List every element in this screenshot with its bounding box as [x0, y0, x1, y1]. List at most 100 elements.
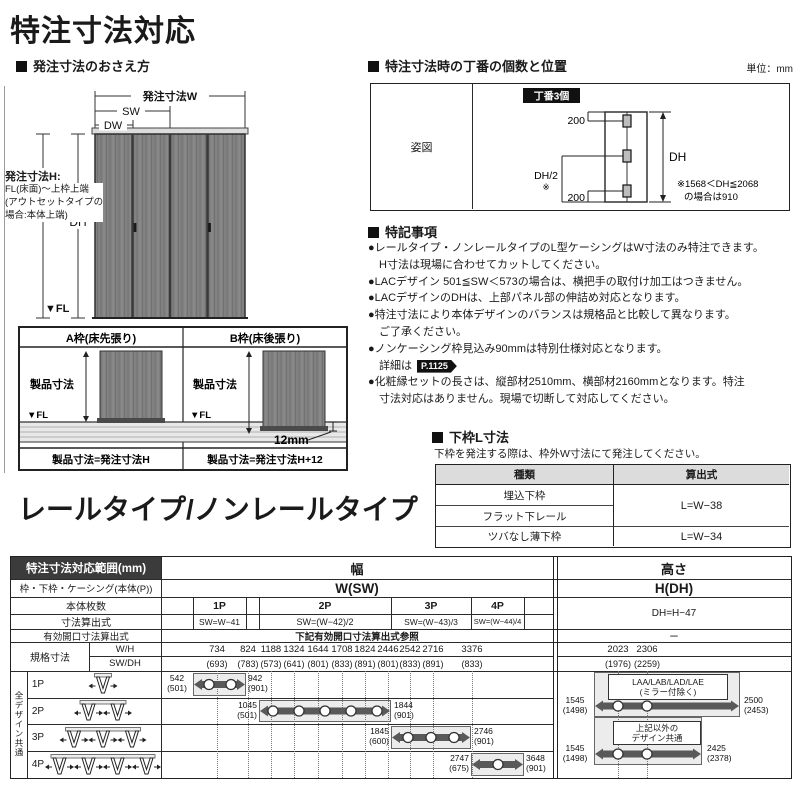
note-line: ●化粧縁セットの長さは、縦部材2510mm、横部材2160mmとなります。特注 [368, 376, 745, 389]
order-section-heading-text: 発注寸法のおさえ方 [33, 59, 151, 74]
wh-value: 1324 [283, 643, 305, 655]
bar-min-paren: (600) [369, 735, 389, 746]
note-line: ●ノンケーシング枠見込み90mmは特別仕様対応となります。 [368, 342, 668, 355]
design-box-line1: 上記以外の [635, 723, 679, 733]
bar-max-label: 1844 (901) [394, 700, 430, 720]
hinge-figure-table: 姿図 丁番3個 [370, 83, 790, 211]
bar-min: 2747 [450, 753, 469, 763]
swdh-value: (801) [307, 658, 329, 669]
frame-a-title: A枠(床先張り) [66, 331, 137, 345]
wh-value: 1824 [354, 643, 376, 655]
hbar-min: 1545 [565, 743, 585, 753]
hinge-diagram: 丁番3個 [523, 88, 758, 204]
wh-value: 3376 [461, 643, 483, 655]
range-bar-3p [392, 731, 470, 744]
swdh-value: (573) [260, 658, 282, 669]
fold-diagram-4p [45, 754, 161, 775]
frame-b-panel [262, 350, 326, 431]
spec-swdh-label: SW/DH [109, 658, 141, 669]
swdh-value: (833) [399, 658, 421, 669]
hinge-section-heading: 特注寸法時の丁番の個数と位置 [368, 56, 567, 75]
spec-height-sub: H(DH) [654, 580, 694, 596]
spec-panel-1p: 1P [213, 599, 226, 612]
bar-min-label: 1845 (600) [355, 726, 389, 746]
spec-std-label: 規格寸法 [30, 653, 70, 664]
unit-label: 単位：mm [746, 64, 793, 75]
bar-max: 1844 [394, 700, 413, 710]
spec-width-sub: W(SW) [335, 580, 379, 596]
hbar-max-paren: (2378) [707, 752, 732, 763]
spec-open-height: ー [669, 631, 679, 643]
section-marker-icon [368, 61, 379, 72]
note-line: H寸法は現場に合わせてカットしてください。 [379, 258, 607, 271]
page-ref-badge[interactable]: P.1125 [417, 360, 457, 373]
page-title: 特注寸法対応 [10, 15, 196, 48]
spec-panel-4p: 4P [491, 599, 504, 612]
height-design-box-a: LAA/LAB/LAD/LAE (ミラー付除く) [608, 674, 728, 700]
door-handle [133, 223, 137, 232]
spec-width-header: 幅 [350, 561, 364, 577]
swdh-value: (891) [422, 658, 444, 669]
door-dimension-figure: 発注寸法W SW DW DH ▼FL [36, 89, 249, 319]
note-line: ●特注寸法により本体デザインのバランスは規格品と比較して異なります。 [368, 309, 736, 322]
frame-a-product-dim: 製品寸法 [29, 377, 74, 391]
hbar-max-label: 2500 (2453) [744, 695, 786, 715]
hinge-figure-label: 姿図 [410, 141, 433, 154]
spec-height-header: 高さ [660, 561, 687, 577]
swdh-value: (641) [283, 658, 305, 669]
order-h-note-3: 場合:本体上端) [5, 210, 68, 221]
fold-diagram-2p [74, 700, 132, 721]
row-label-4p: 4P [31, 759, 45, 770]
door-handle [208, 223, 211, 232]
bar-min-paren: (501) [167, 682, 187, 693]
hinge-count-badge-text: 丁番3個 [534, 90, 570, 103]
hinge-heading-text: 特注寸法時の丁番の個数と位置 [385, 59, 568, 74]
hinge-count-badge [523, 88, 580, 103]
note-line: ●LACデザイン 501≦SW＜573の場合は、横把手の取付け加工はつきません。 [368, 275, 749, 288]
design-box-line2: (ミラー付除く) [639, 687, 697, 697]
spec-formula-1p: SW=W−41 [198, 616, 241, 627]
design-box-line1: LAA/LAB/LAD/LAE [632, 677, 704, 687]
order-h-note-2: (アウトセットタイプの [5, 197, 104, 208]
frame-gap-label: 12mm [274, 433, 309, 447]
hinge-note-2: の場合は910 [684, 191, 738, 203]
frame-b-fl: ▼FL [190, 410, 211, 421]
sill-heading-text: 下枠L寸法 [449, 430, 509, 445]
fl-marker: ▼FL [45, 303, 70, 315]
bar-min-label: 542 (501) [161, 673, 193, 693]
section-marker-icon [368, 227, 379, 238]
row-label-2p: 2P [31, 705, 45, 717]
hbar-min-paren: (1498) [562, 704, 588, 715]
range-bar-4p [472, 758, 523, 771]
bar-max-paren: (901) [474, 735, 494, 746]
hinge-dim-half-note: ※ [542, 182, 549, 192]
spec-common-label: 全デザイン共通 [14, 691, 24, 758]
spec-formula-3p: SW=(W−43)/3 [404, 616, 458, 627]
wh-value: 1708 [331, 643, 353, 655]
note-line-with-badge: 詳細は P.1125 [368, 358, 798, 375]
spec-formula-4p: SW=(W−44)/4 [473, 617, 522, 626]
hinge-icon [622, 149, 632, 163]
dim-dw-label: DW [104, 120, 123, 132]
sill-table: 種類 算出式 埋込下枠 フラット下レール ツバなし薄下枠 L=W−38 L=W−… [435, 464, 791, 548]
wh-value: 1188 [260, 643, 282, 655]
frame-b-formula: 製品寸法=発注寸法H+12 [206, 453, 323, 466]
fold-diagram-3p [59, 727, 147, 748]
frame-a-panel [99, 350, 163, 423]
note-line: ●レールタイプ・ノンレールタイプのL型ケーシングはW寸法のみ特注できます。 [368, 242, 764, 254]
row-label-1p: 1P [31, 679, 45, 690]
bar-min-paren: (501) [237, 709, 257, 720]
frame-a-formula: 製品寸法=発注寸法H [51, 453, 150, 466]
bar-max-label: 942 (901) [248, 673, 282, 693]
bar-max-label: 2746 (901) [474, 726, 510, 746]
h-value: 2023 [607, 643, 629, 655]
hinge-dim-top: 200 [567, 115, 585, 127]
note-line: 寸法対応はありません。現場で切断して対応してください。 [379, 393, 675, 406]
sill-col1-header: 種類 [436, 465, 613, 485]
sill-formula-b: L=W−34 [613, 527, 789, 546]
frame-b-title: B枠(床後張り) [230, 331, 301, 345]
fold-diagram-1p [88, 673, 118, 694]
hinge-icon [622, 184, 632, 198]
spec-panel-3p: 3P [424, 599, 438, 612]
